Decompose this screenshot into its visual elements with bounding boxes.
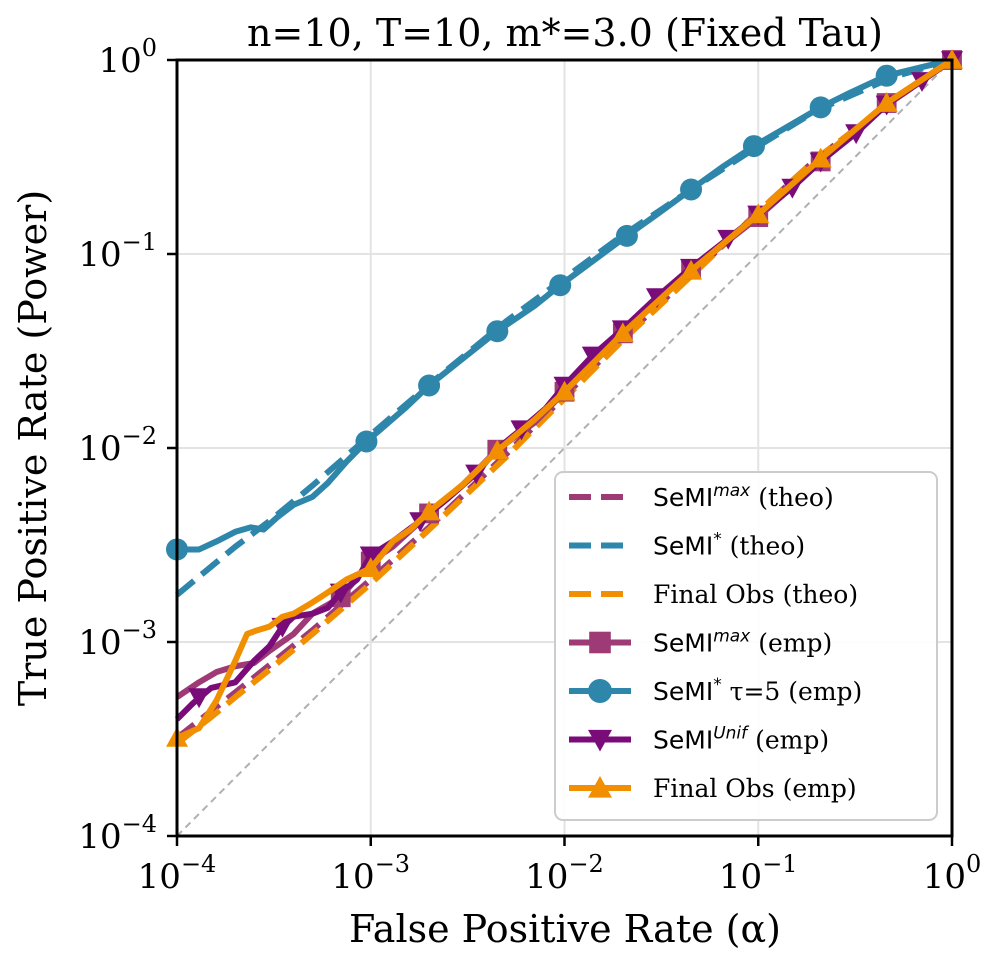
legend-item-semi-unif-emp: SeMIUnif (emp) (569, 724, 829, 755)
data-point-marker (611, 322, 634, 343)
axis-ticks: 10−4 10−3 10−2 10−1 100 10−4 10−3 10−2 10−1 100 (78, 34, 981, 897)
y-tick-label: 10−1 (78, 228, 157, 275)
data-point-marker (875, 92, 898, 112)
data-point-marker (588, 729, 612, 752)
data-point-marker (588, 776, 612, 798)
y-tick-label: 100 (98, 34, 157, 81)
data-point-marker (486, 320, 509, 343)
data-point-marker (588, 679, 612, 703)
diagonal-line (176, 59, 953, 837)
data-point-marker (359, 557, 382, 578)
legend-label: SeMI* (theo) (653, 530, 805, 561)
y-tick-label: 10−4 (78, 810, 157, 857)
series-semi-star-emp (166, 57, 953, 561)
series-semi-star-theo (175, 57, 953, 598)
legend-label: SeMIUnif (emp) (653, 724, 829, 755)
y-tick-label: 10−2 (78, 422, 157, 469)
data-point-marker (355, 430, 378, 453)
data-point-marker (359, 546, 382, 567)
data-point-marker (581, 346, 604, 367)
chart-title: n=10, T=10, m*=3.0 (Fixed Tau) (247, 11, 883, 55)
x-tick-label: 10−4 (138, 850, 217, 897)
y-axis-label: True Positive Rate (Power) (11, 190, 55, 706)
legend-item-semi-star-theo: SeMI* (theo) (569, 530, 805, 561)
data-point-marker (680, 178, 703, 201)
data-point-marker (188, 688, 211, 709)
legend-label: SeMI* τ=5 (emp) (653, 675, 862, 706)
data-point-marker (742, 135, 765, 158)
data-point-marker (615, 224, 638, 247)
legend-box (554, 471, 938, 821)
legend-label: Final Obs (theo) (653, 580, 858, 609)
data-point-marker (589, 631, 611, 654)
x-tick-label: 100 (923, 850, 982, 897)
data-point-marker (875, 64, 898, 87)
legend-item-semi-max-emp: SeMImax (emp) (569, 627, 832, 658)
legend-item-final-obs-emp: Final Obs (emp) (569, 774, 857, 803)
data-point-marker (809, 96, 832, 119)
legend-label: Final Obs (emp) (653, 774, 857, 803)
legend-item-semi-max-theo: SeMImax (theo) (569, 481, 834, 512)
series-line-final-obs-emp (175, 57, 954, 741)
data-point-marker (549, 274, 572, 297)
legend-label: SeMImax (theo) (653, 481, 834, 512)
data-point-marker (418, 500, 441, 521)
data-point-marker (418, 374, 441, 397)
legend: SeMImax (theo) SeMI* (theo) Final Obs (the… (554, 471, 938, 821)
series-line-semi-star-emp (177, 57, 953, 553)
data-point-marker (553, 380, 576, 401)
data-point-marker (747, 203, 770, 224)
legend-label: SeMImax (emp) (653, 627, 832, 658)
legend-item-semi-star-emp: SeMI* τ=5 (emp) (569, 675, 862, 706)
y-tick-label: 10−3 (78, 616, 157, 663)
data-point-marker (781, 178, 804, 199)
series-line-semi-star-theo (175, 57, 953, 598)
data-point-marker (809, 147, 832, 168)
diagonal-reference (176, 59, 953, 837)
legend-item-final-obs-theo: Final Obs (theo) (569, 580, 858, 609)
x-axis-label: False Positive Rate (α) (349, 907, 781, 951)
data-point-marker (845, 124, 868, 145)
data-point-marker (680, 259, 703, 280)
x-tick-label: 10−3 (331, 850, 410, 897)
x-tick-label: 10−1 (719, 850, 798, 897)
x-tick-label: 10−2 (525, 850, 604, 897)
data-point-marker (486, 439, 509, 460)
